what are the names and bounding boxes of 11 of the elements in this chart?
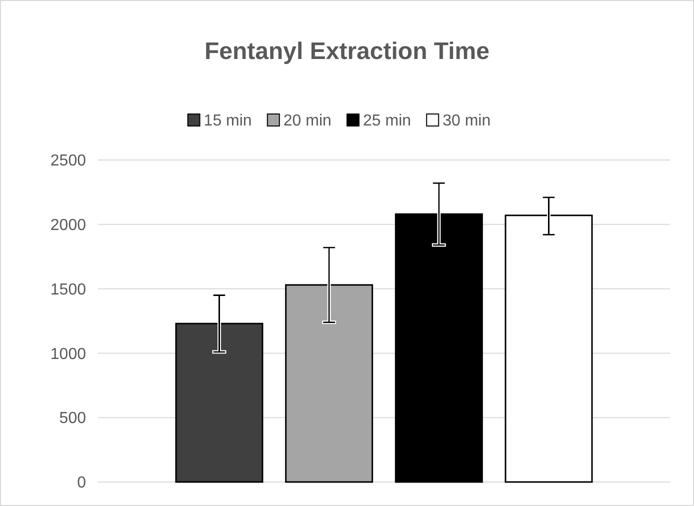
legend-label: 25 min xyxy=(363,112,412,130)
y-tick-label: 0 xyxy=(77,474,86,492)
chart-title: Fentanyl Extraction Time xyxy=(204,38,490,65)
y-tick-label: 1000 xyxy=(50,346,86,363)
legend-label: 20 min xyxy=(283,112,332,130)
legend-label: 30 min xyxy=(442,112,491,130)
y-tick-label: 2500 xyxy=(50,152,86,170)
y-tick-label: 500 xyxy=(59,410,86,428)
legend-label: 15 min xyxy=(204,112,252,130)
y-tick-label: 1500 xyxy=(50,281,86,298)
y-tick-label: 2000 xyxy=(50,217,86,234)
